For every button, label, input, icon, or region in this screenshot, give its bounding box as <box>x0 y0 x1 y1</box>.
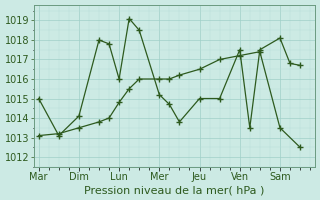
X-axis label: Pression niveau de la mer( hPa ): Pression niveau de la mer( hPa ) <box>84 185 265 195</box>
